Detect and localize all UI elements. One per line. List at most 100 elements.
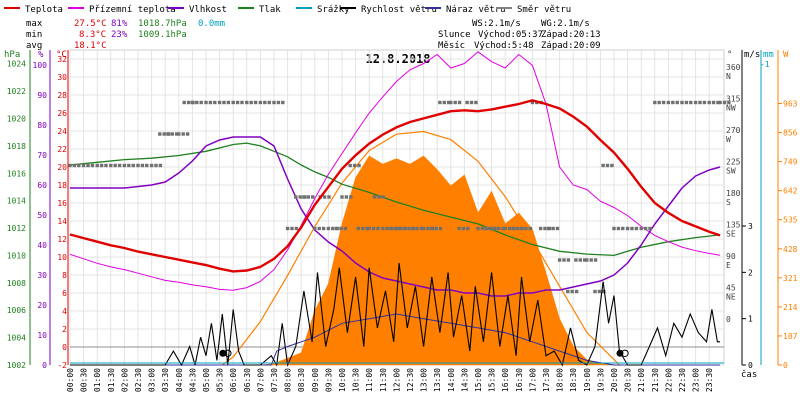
y-tick-degc: 32 [57,55,67,64]
y-tick-ms: 2 [748,268,753,277]
axis-header-hpa: hPa [4,50,20,60]
x-tick-label: 11:30 [379,368,388,392]
y-tick-w: 963 [783,99,798,108]
wind-direction-dot [104,163,108,168]
wind-direction-dot [222,100,226,105]
wind-direction-dot [503,226,507,231]
wind-direction-dot [327,195,331,199]
wind-direction-dot [136,163,140,168]
y-tick-hpa: 1004 [7,334,26,343]
wind-direction-dot [516,226,520,231]
wind-direction-dot [566,258,571,262]
wind-direction-dot [367,226,371,231]
axis-headers: hPa % °C ° m/s mm W [4,50,789,60]
y-tick-dir-name: SW [726,167,736,176]
x-tick-label: 20:00 [610,368,619,392]
stats-min-label: min [26,30,42,40]
x-tick-label: 05:30 [216,368,225,392]
y-tick-dir-deg: 135 [726,221,741,230]
wind-direction-dot [181,132,185,136]
x-tick-label: 20:30 [624,368,633,392]
y-tick-dir-deg: 45 [726,284,736,293]
x-tick-label: 01:30 [107,368,116,392]
wind-direction-dot [648,226,652,231]
temperature-line [69,99,721,273]
y-tick-dir-name: E [726,261,731,270]
wind-direction-dot [231,100,235,105]
y-tick-degc: 24 [57,127,67,136]
axis-header-ms: m/s [744,50,760,60]
wind-direction-dot [426,226,430,231]
wind-direction-dot [593,258,598,262]
wind-direction-dot [372,195,377,199]
wind-direction-dot [707,100,711,105]
info-wg: WG:2.1m/s [541,19,590,29]
stats-block: max 27.5°C 81% 1018.7hPa 0.0mm min 8.3°C… [26,19,225,51]
wind-direction-dot [86,163,90,168]
wind-direction-dot [149,163,154,168]
wind-direction-dot [551,226,555,231]
wind-direction-dot [158,132,162,136]
wind-direction-dot [593,289,597,294]
x-tick-label: 19:30 [596,368,605,392]
humidity-line [70,136,721,297]
x-tick-label: 04:00 [175,368,184,392]
stats-avg-label: avg [26,41,42,51]
y-tick-pct: 10 [37,331,47,340]
wind-direction-dot [340,195,344,199]
wind-direction-dot [185,132,190,136]
wind-direction-dot [381,226,385,231]
y-tick-hpa: 1018 [7,142,26,151]
wind-direction-dot [175,132,179,136]
wind-direction-dot [643,226,648,231]
info-moonset: Západ:20:09 [541,41,601,51]
wind-direction-dot [343,226,348,231]
wind-direction-dot [182,100,186,105]
y-tick-pct: 100 [33,61,48,70]
y-tick-w: 428 [783,245,798,254]
wind-direction-dot [344,195,349,199]
wind-direction-dot [285,226,290,231]
y-tick-w: 0 [783,361,788,370]
wind-direction-dot [578,258,582,262]
wind-direction-dot [90,163,95,168]
feels-like-line [69,51,721,291]
wind-direction-dot [331,226,335,231]
wind-direction-dot [476,226,480,231]
x-tick-label: 02:30 [134,368,143,392]
y-tick-hpa: 1010 [7,251,26,260]
wind-direction-dot [113,163,117,168]
stats-max-label: max [26,19,43,29]
wind-direction-dot [294,195,298,199]
wind-direction-dot [621,226,625,231]
wind-direction-dot [657,100,661,105]
y-tick-hpa: 1024 [7,60,26,69]
wind-direction-dot [693,100,698,105]
wind-direction-dot [469,100,474,105]
wind-direction-dot [419,226,424,231]
legend-label-rain: Srážky [317,5,350,15]
y-tick-dir-name: NW [726,104,736,113]
x-tick-label: 03:30 [161,368,170,392]
wind-direction-dot [524,226,528,231]
wind-direction-dot [317,226,321,231]
wind-direction-dot [154,163,158,168]
x-tick-label: 15:00 [474,368,483,392]
wind-direction-dot [597,289,602,294]
axis-header-mm: mm [763,50,774,60]
wind-direction-dot [447,100,451,105]
wind-direction-dot [402,226,407,231]
wind-direction-dot [497,226,501,231]
y-tick-hpa: 1012 [7,224,26,233]
wind-direction-dot [145,163,149,168]
y-tick-dir-name: S [726,198,731,207]
wind-direction-dot [199,100,203,105]
wind-direction-dot [601,163,605,168]
y-tick-w: 107 [783,332,798,341]
x-tick-label: 06:00 [229,368,238,392]
wind-direction-dot [488,226,493,231]
y-tick-degc: 8 [62,271,67,280]
wind-direction-dot [616,226,621,231]
y-tick-w: 856 [783,129,798,138]
y-tick-degc: 30 [57,73,67,82]
